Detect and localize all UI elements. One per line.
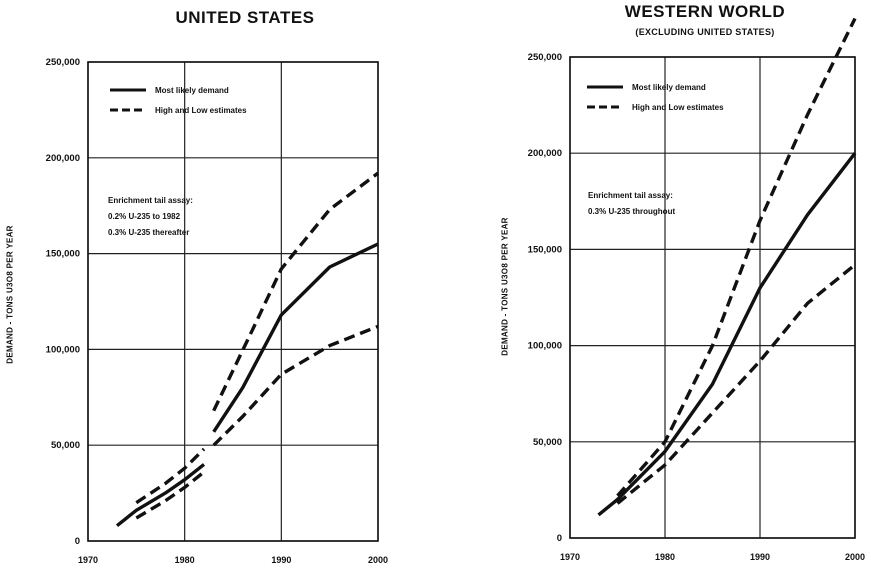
legend-label: Most likely demand (155, 86, 229, 95)
y-tick-label: 150,000 (528, 244, 562, 255)
y-tick-label: 50,000 (51, 440, 80, 451)
chart-title: UNITED STATES (175, 8, 315, 27)
series-high-estimate (135, 171, 380, 505)
y-tick-label: 200,000 (46, 153, 80, 164)
x-tick-label: 1990 (271, 555, 291, 565)
series-low-estimate (616, 263, 857, 505)
y-tick-label: 100,000 (528, 341, 562, 352)
series-line (616, 263, 857, 505)
plot-frame (87, 61, 379, 542)
annotation-text: Enrichment tail assay: (108, 196, 193, 205)
y-tick-label: 200,000 (528, 148, 562, 159)
series-high-estimate (616, 17, 857, 497)
legend-label: High and Low estimates (632, 103, 724, 112)
series-line (212, 242, 379, 433)
series-line (212, 171, 380, 412)
gridlines (87, 61, 379, 542)
gridlines (569, 56, 856, 539)
y-tick-label: 50,000 (533, 437, 562, 448)
legend-label: High and Low estimates (155, 106, 247, 115)
x-tick-label: 1990 (750, 552, 770, 562)
series-low-estimate (135, 324, 379, 520)
series-line (212, 324, 379, 447)
chart-title: WESTERN WORLD (624, 2, 786, 21)
x-tick-label: 1980 (175, 555, 195, 565)
x-tick-label: 1970 (78, 555, 98, 565)
y-tick-label: 250,000 (528, 52, 562, 63)
chart-subtitle: (EXCLUDING UNITED STATES) (635, 27, 775, 37)
plot-frame (569, 56, 856, 539)
y-tick-label: 0 (75, 536, 80, 547)
series-line (135, 447, 206, 505)
chart-svg: 0 50,000 100,000 150,000 200,000 250,000 1970 1… (46, 57, 388, 565)
annotation-text: 0.2% U-235 to 1982 (108, 212, 181, 221)
series-line (597, 152, 857, 517)
x-tick-label: 1980 (655, 552, 675, 562)
x-tick-label: 2000 (845, 552, 865, 562)
series-most-likely-demand (115, 242, 379, 528)
x-tick-label: 1970 (560, 552, 580, 562)
series-line (115, 463, 206, 528)
series-line (616, 17, 857, 497)
annotation-text: 0.3% U-235 throughout (588, 207, 675, 216)
chart-svg: 0 50,000 100,000 150,000 200,000 250,000 1970 1… (528, 17, 865, 562)
y-tick-label: 100,000 (46, 344, 80, 355)
y-tick-label: 250,000 (46, 57, 80, 68)
y-tick-label: 150,000 (46, 249, 80, 260)
legend-label: Most likely demand (632, 83, 706, 92)
series-most-likely-demand (597, 152, 857, 517)
series-line (135, 470, 206, 520)
y-tick-label: 0 (557, 533, 562, 544)
x-tick-label: 2000 (368, 555, 388, 565)
annotation-text: 0.3% U-235 thereafter (108, 228, 189, 237)
annotation-text: Enrichment tail assay: (588, 191, 673, 200)
